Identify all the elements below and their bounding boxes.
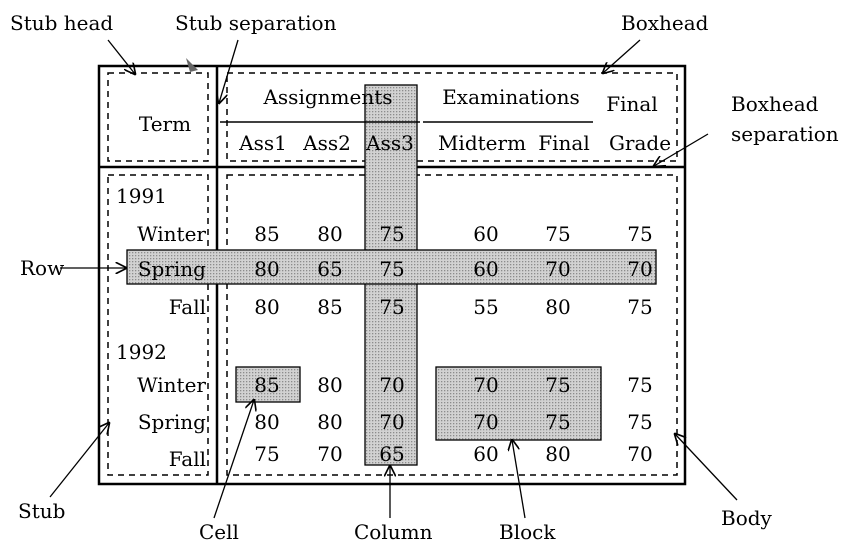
cell-highlight [235, 366, 301, 403]
label-column: Column [354, 520, 433, 544]
table-cell: 80 [254, 295, 279, 319]
table-cell: 70 [379, 373, 404, 397]
table-cell: 55 [473, 295, 498, 319]
arrow-body [675, 434, 738, 501]
group-examinations: Examinations [442, 85, 580, 109]
column-header-ass3: Ass3 [365, 131, 414, 155]
column-header-ass2: Ass2 [302, 131, 351, 155]
column-header-ass1: Ass1 [238, 131, 287, 155]
table-cell: 70 [627, 257, 652, 281]
term-1992-spring: Spring [138, 410, 206, 434]
table-cell: 85 [254, 373, 279, 397]
stub-head-region [107, 72, 209, 162]
final-grade-line2: Grade [609, 131, 671, 155]
column-header-final: Final [538, 131, 589, 155]
year-1992: 1992 [116, 340, 167, 364]
final-grade-line1: Final [606, 92, 657, 116]
label-stub-separation: Stub separation [175, 11, 337, 35]
label-stub-head: Stub head [10, 11, 113, 35]
arrow-stub-head [107, 39, 135, 74]
arrow-boxhead [603, 39, 641, 73]
table-cell: 75 [379, 257, 404, 281]
term-1992-winter: Winter [137, 373, 206, 397]
table-cell: 60 [473, 442, 498, 466]
table-cell: 80 [545, 295, 570, 319]
table-cell: 80 [254, 410, 279, 434]
table-cell: 80 [317, 410, 342, 434]
table-cell: 70 [627, 442, 652, 466]
table-cell: 80 [317, 222, 342, 246]
block-highlight [435, 366, 602, 441]
table-cell: 75 [545, 410, 570, 434]
year-1991: 1991 [116, 184, 167, 208]
table-cell: 60 [473, 222, 498, 246]
label-boxhead-separation-line1: Boxhead [731, 92, 819, 116]
table-cell: 75 [627, 410, 652, 434]
term-1992-fall: Fall [169, 447, 206, 471]
label-boxhead-separation-line2: separation [731, 122, 839, 146]
table-cell: 70 [379, 410, 404, 434]
table-cell: 85 [254, 222, 279, 246]
label-stub: Stub [18, 499, 65, 523]
term-1991-winter: Winter [137, 222, 206, 246]
arrow-cell [213, 400, 254, 519]
group-assignments: Assignments [262, 85, 392, 109]
cursor-marker-icon [186, 58, 198, 72]
boxhead-region [226, 72, 678, 162]
label-row: Row [20, 256, 64, 280]
table-cell: 75 [627, 373, 652, 397]
table-cell: 80 [545, 442, 570, 466]
label-boxhead: Boxhead [621, 11, 709, 35]
table-cell: 70 [473, 410, 498, 434]
term-1991-fall: Fall [169, 295, 206, 319]
table-cell: 75 [627, 222, 652, 246]
arrow-stub [49, 423, 109, 498]
table-frame [97, 64, 687, 486]
table-body-cells: 85 80 75 60 75 75 80 65 75 60 70 70 80 85 75 55 80 75 85 80… [254, 222, 652, 466]
column-header-midterm: Midterm [438, 131, 526, 155]
table-cell: 70 [317, 442, 342, 466]
table-cell: 75 [545, 222, 570, 246]
label-cell: Cell [199, 520, 239, 544]
table-cell: 75 [545, 373, 570, 397]
stub-region [107, 174, 209, 476]
table-cell: 75 [379, 295, 404, 319]
table-cell: 75 [379, 222, 404, 246]
table-cell: 60 [473, 257, 498, 281]
body-region [226, 174, 678, 476]
table-cell: 75 [254, 442, 279, 466]
label-block: Block [499, 520, 556, 544]
table-cell: 70 [545, 257, 570, 281]
arrow-stub-separation [219, 39, 239, 103]
table-cell: 85 [317, 295, 342, 319]
table-cell: 65 [317, 257, 342, 281]
arrow-block [512, 440, 526, 519]
label-body: Body [721, 506, 773, 530]
arrow-boxhead-separation [654, 133, 709, 166]
table-cell: 70 [473, 373, 498, 397]
table-cell: 65 [379, 442, 404, 466]
table-cell: 75 [627, 295, 652, 319]
table-cell: 80 [254, 257, 279, 281]
table-cell: 80 [317, 373, 342, 397]
stub-header-term: Term [139, 112, 191, 136]
term-1991-spring: Spring [138, 257, 206, 281]
